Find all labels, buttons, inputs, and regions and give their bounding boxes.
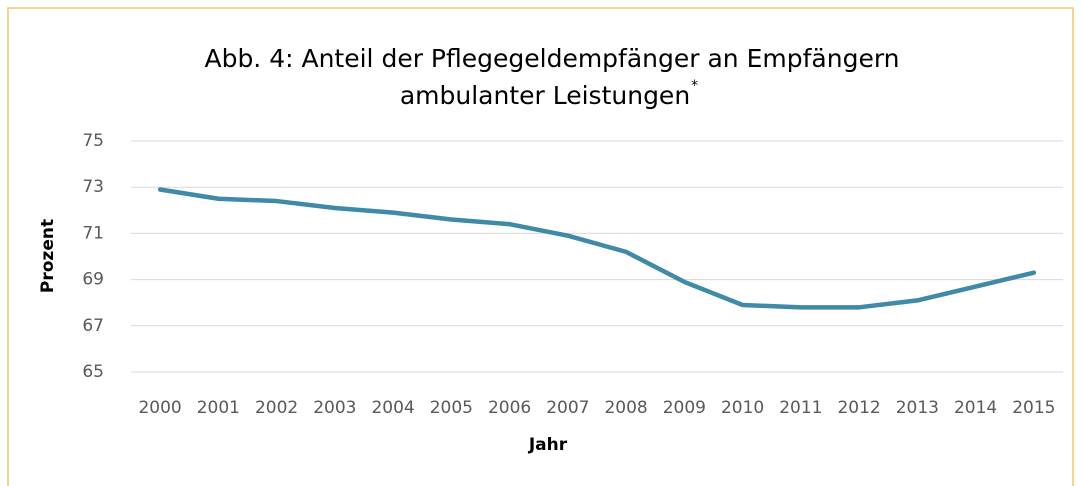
y-tick-label: 71 [82, 223, 104, 243]
x-tick-label: 2009 [663, 398, 706, 418]
title-note: * [691, 78, 698, 94]
x-tick-label: 2015 [1012, 398, 1055, 418]
y-tick-label: 65 [82, 362, 104, 382]
x-tick-label: 2013 [896, 398, 939, 418]
x-tick-label: 2002 [255, 398, 298, 418]
x-tick-label: 2011 [779, 398, 822, 418]
y-axis-label: Prozent [38, 219, 58, 293]
x-tick-label: 2012 [837, 398, 880, 418]
x-tick-label: 2008 [604, 398, 647, 418]
x-tick-label: 2010 [721, 398, 764, 418]
x-tick-label: 2003 [313, 398, 356, 418]
chart-title: Abb. 4: Anteil der Pflegegeldempfänger a… [204, 44, 899, 73]
x-tick-label: 2014 [954, 398, 997, 418]
x-tick-label: 2006 [488, 398, 531, 418]
x-tick-label: 2001 [197, 398, 240, 418]
y-tick-label: 67 [82, 316, 104, 336]
y-tick-label: 75 [82, 131, 104, 151]
x-tick-label: 2005 [430, 398, 473, 418]
x-tick-label: 2007 [546, 398, 589, 418]
y-tick-label: 69 [82, 270, 104, 290]
y-tick-label: 73 [82, 177, 104, 197]
chart-frame [7, 7, 1074, 486]
data-line [157, 187, 1037, 310]
x-axis-label: Jahr [528, 435, 568, 455]
x-tick-label: 2000 [138, 398, 181, 418]
chart-title: ambulanter Leistungen [400, 81, 690, 110]
x-tick-label: 2004 [371, 398, 414, 418]
